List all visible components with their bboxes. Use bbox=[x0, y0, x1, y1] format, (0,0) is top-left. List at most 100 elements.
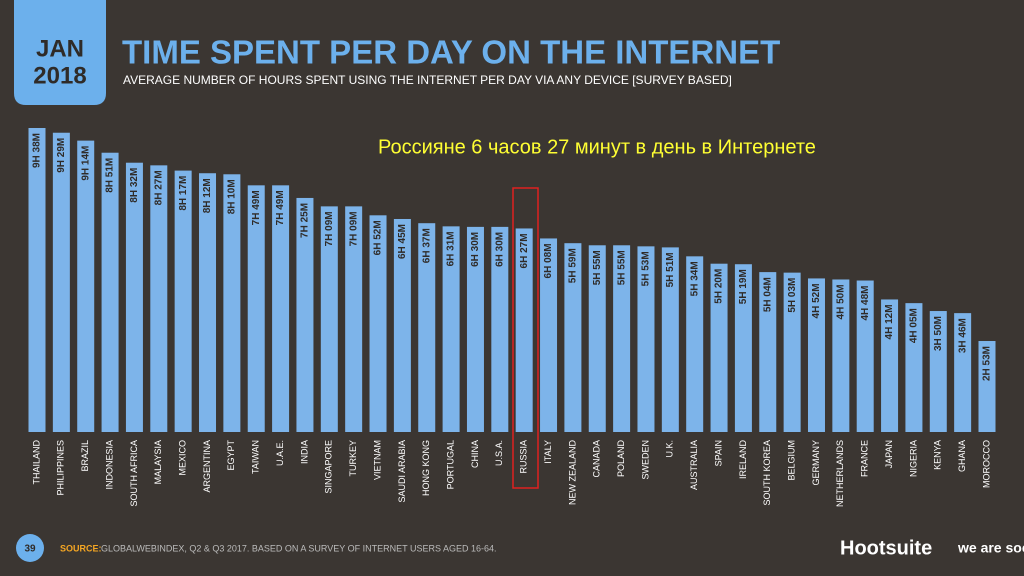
x-tick-label: THAILAND bbox=[31, 440, 41, 485]
x-tick-label: SOUTH AFRICA bbox=[129, 440, 139, 507]
bar bbox=[28, 128, 46, 432]
bar bbox=[466, 226, 484, 432]
value-label: 8H 17M bbox=[178, 176, 189, 211]
value-label: 8H 12M bbox=[202, 178, 213, 213]
x-tick-label: CHINA bbox=[470, 440, 480, 468]
annotation: Россияне 6 часов 27 минут в день в Интер… bbox=[378, 136, 816, 158]
bar bbox=[905, 303, 923, 432]
value-label: 7H 25M bbox=[300, 203, 311, 238]
x-tick-label: NEW ZEALAND bbox=[567, 440, 577, 506]
x-tick-label: U.A.E. bbox=[275, 440, 285, 466]
x-tick-label: SINGAPORE bbox=[324, 440, 334, 494]
badge-box bbox=[14, 0, 106, 105]
bar bbox=[856, 280, 874, 432]
x-tick-label: INDONESIA bbox=[104, 440, 114, 490]
source-label: SOURCE: bbox=[60, 543, 102, 553]
value-label: 4H 52M bbox=[811, 283, 822, 318]
value-label: 5H 55M bbox=[616, 250, 627, 285]
brand-wearesocial: we are social bbox=[957, 540, 1024, 556]
value-label: 5H 34M bbox=[689, 261, 700, 296]
value-label: 5H 03M bbox=[787, 278, 798, 313]
brand-hootsuite: Hootsuite bbox=[840, 537, 932, 559]
value-label: 4H 48M bbox=[860, 286, 871, 321]
value-label: 6H 37M bbox=[421, 228, 432, 263]
value-label: 7H 09M bbox=[324, 211, 335, 246]
chart-title: TIME SPENT PER DAY ON THE INTERNET bbox=[122, 34, 780, 71]
bar bbox=[588, 245, 606, 432]
x-tick-label: MALAYSIA bbox=[153, 440, 163, 484]
value-label: 4H 12M bbox=[884, 304, 895, 339]
value-label: 2H 53M bbox=[982, 346, 993, 381]
bar bbox=[125, 162, 143, 432]
x-tick-label: MOROCCO bbox=[981, 440, 991, 488]
x-tick-label: PHILIPPINES bbox=[56, 440, 66, 496]
value-label: 6H 30M bbox=[470, 232, 481, 267]
x-tick-label: TURKEY bbox=[348, 440, 358, 477]
value-label: 5H 19M bbox=[738, 269, 749, 304]
value-label: 5H 53M bbox=[641, 251, 652, 286]
badge-month: JAN bbox=[36, 35, 84, 62]
x-tick-label: RUSSIA bbox=[519, 440, 529, 474]
bar bbox=[77, 140, 95, 432]
x-tick-label: CANADA bbox=[592, 440, 602, 478]
bar bbox=[832, 279, 850, 432]
badge-year: 2018 bbox=[33, 62, 86, 89]
bar bbox=[345, 206, 363, 432]
x-tick-label: INDIA bbox=[299, 440, 309, 464]
value-label: 5H 51M bbox=[665, 252, 676, 287]
bar bbox=[881, 299, 899, 432]
value-label: 8H 27M bbox=[153, 170, 164, 205]
bar bbox=[661, 247, 679, 432]
bar bbox=[52, 132, 70, 432]
bar bbox=[174, 170, 192, 432]
bar bbox=[296, 197, 314, 432]
bar bbox=[564, 243, 582, 432]
x-tick-label: NETHERLANDS bbox=[835, 440, 845, 507]
value-label: 8H 32M bbox=[129, 168, 140, 203]
value-label: 6H 52M bbox=[373, 220, 384, 255]
x-tick-label: IRELAND bbox=[738, 440, 748, 480]
x-tick-label: MEXICO bbox=[178, 440, 188, 476]
value-label: 7H 49M bbox=[275, 190, 286, 225]
x-tick-label: HONG KONG bbox=[421, 440, 431, 496]
page-number: 39 bbox=[24, 544, 36, 555]
x-tick-label: VIETNAM bbox=[372, 440, 382, 480]
value-label: 5H 59M bbox=[568, 248, 579, 283]
bar bbox=[637, 246, 655, 432]
value-label: 7H 49M bbox=[251, 190, 262, 225]
bar bbox=[734, 264, 752, 432]
x-tick-label: GERMANY bbox=[811, 440, 821, 486]
source-text: GLOBALWEBINDEX, Q2 & Q3 2017. BASED ON A… bbox=[101, 543, 496, 553]
x-tick-label: PORTUGAL bbox=[445, 440, 455, 489]
x-tick-label: NIGERIA bbox=[908, 440, 918, 477]
x-tick-label: POLAND bbox=[616, 440, 626, 478]
x-tick-label: KENYA bbox=[933, 440, 943, 470]
x-tick-label: BRAZIL bbox=[80, 440, 90, 472]
bar bbox=[393, 218, 411, 432]
value-label: 7H 09M bbox=[348, 211, 359, 246]
bar bbox=[515, 228, 533, 432]
chart-subtitle: AVERAGE NUMBER OF HOURS SPENT USING THE … bbox=[123, 73, 732, 87]
highlight-box bbox=[512, 187, 539, 489]
value-label: 5H 55M bbox=[592, 250, 603, 285]
value-label: 3H 50M bbox=[933, 316, 944, 351]
value-label: 6H 45M bbox=[397, 224, 408, 259]
bar bbox=[369, 215, 387, 432]
x-tick-label: SOUTH KOREA bbox=[762, 440, 772, 506]
bar bbox=[199, 173, 217, 433]
x-tick-label: AUSTRALIA bbox=[689, 440, 699, 490]
value-label: 4H 05M bbox=[909, 308, 920, 343]
x-tick-label: U.K. bbox=[665, 440, 675, 458]
value-label: 5H 04M bbox=[762, 277, 773, 312]
bar bbox=[978, 341, 996, 432]
bar bbox=[929, 311, 947, 432]
bar bbox=[247, 185, 265, 432]
value-label: 8H 10M bbox=[227, 179, 238, 214]
value-label: 9H 14M bbox=[80, 146, 91, 181]
bar bbox=[954, 313, 972, 432]
bar bbox=[491, 226, 509, 432]
x-tick-label: SWEDEN bbox=[640, 440, 650, 480]
